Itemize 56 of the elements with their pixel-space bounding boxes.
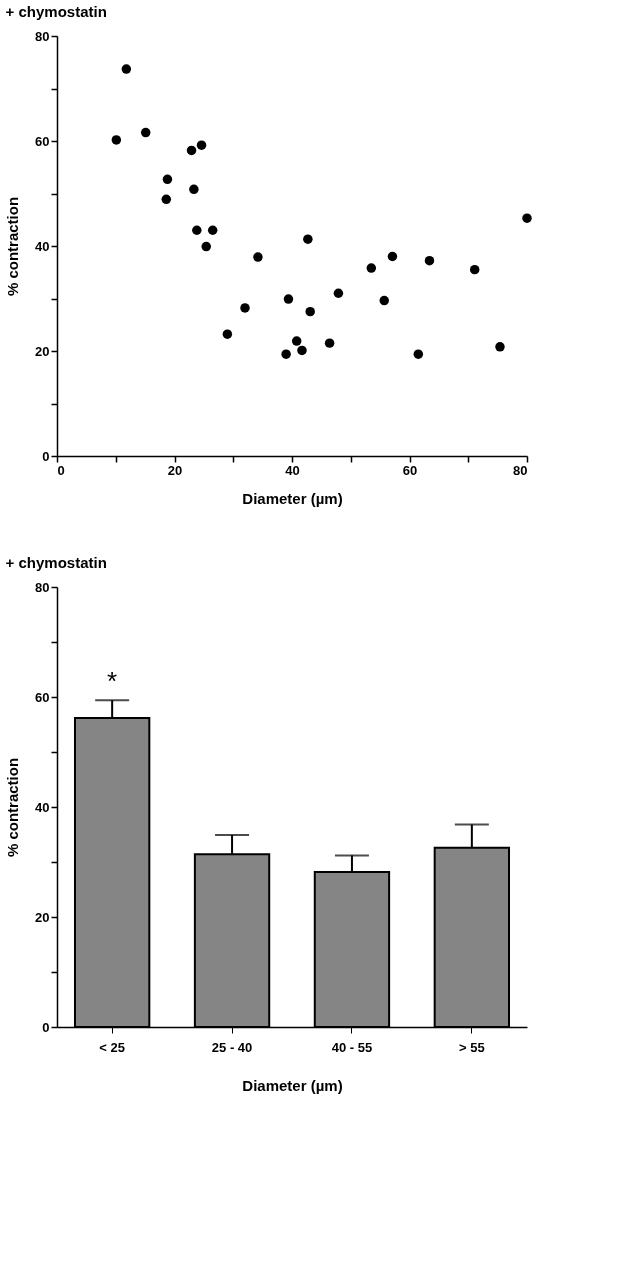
point: [303, 234, 313, 244]
y-tick-label: 0: [42, 448, 50, 464]
point: [297, 345, 307, 356]
y-tick-label: 60: [35, 689, 50, 705]
point: [495, 342, 505, 352]
point: [240, 303, 250, 313]
point: [305, 306, 315, 317]
point: [413, 349, 424, 359]
point: [387, 251, 398, 262]
x-tick-label: 60: [402, 462, 418, 478]
x-tick-label: 25 - 40: [211, 1039, 253, 1055]
point: [121, 64, 132, 74]
x-tick-label: 0: [57, 462, 65, 478]
point: [291, 336, 302, 346]
y-tick-label: 60: [35, 133, 50, 149]
y-tick-label: 40: [35, 238, 50, 254]
x-tick-label: 20: [167, 462, 183, 478]
point: [424, 255, 435, 266]
point: [222, 329, 233, 339]
y-tick-label: 80: [35, 579, 50, 595]
point: [333, 288, 344, 298]
x-tick-label: 40: [285, 462, 300, 478]
point: [201, 241, 211, 252]
point: [161, 194, 172, 205]
y-tick-label: 40: [35, 799, 50, 815]
point: [192, 225, 202, 235]
x-tick-label: 80: [513, 462, 528, 478]
point: [189, 184, 199, 195]
x-axis-title: Diameter (µm): [242, 489, 343, 507]
point: [366, 263, 377, 273]
y-tick-label: 20: [35, 343, 50, 359]
point: [522, 213, 532, 223]
y-axis-title: % contraction: [4, 196, 22, 297]
point: [253, 252, 263, 262]
point: [207, 225, 218, 235]
point: [196, 140, 207, 150]
x-tick-label: 40 - 55: [331, 1039, 373, 1055]
y-tick-label: 80: [35, 28, 50, 44]
x-tick-label: < 25: [99, 1039, 125, 1055]
x-tick-label: > 55: [459, 1039, 485, 1055]
point: [162, 174, 173, 185]
point: [186, 145, 197, 156]
point: [379, 295, 389, 306]
point: [324, 338, 335, 348]
point: [140, 127, 151, 138]
chart-title: + chymostatin: [5, 554, 107, 571]
y-tick-label: 20: [35, 909, 50, 925]
y-axis-title: % contraction: [4, 757, 22, 858]
chart-title: + chymostatin: [5, 3, 107, 20]
point: [469, 264, 480, 275]
point: [281, 349, 291, 359]
annotation: *: [107, 666, 118, 697]
point: [283, 294, 294, 304]
point: [111, 135, 122, 145]
x-axis-title: Diameter (µm): [242, 1076, 343, 1094]
y-tick-label: 0: [42, 1019, 50, 1035]
